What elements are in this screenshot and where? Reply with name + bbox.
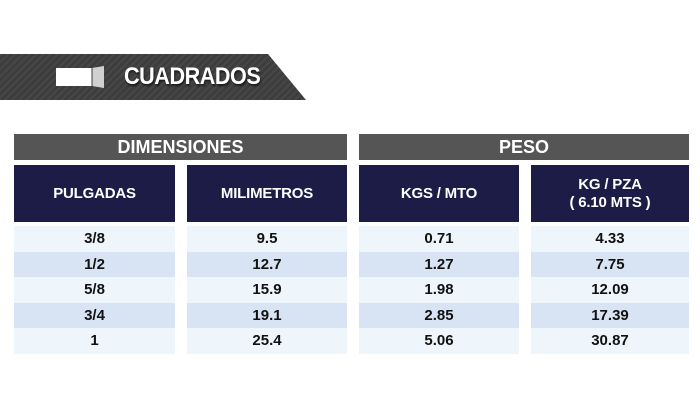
column-header-label: MILIMETROS bbox=[220, 184, 314, 202]
table-cell: 3/4 bbox=[14, 302, 175, 329]
column-kg-per-meter: 0.71 1.27 1.98 2.85 5.06 bbox=[359, 226, 519, 354]
column-header-label: PULGADAS bbox=[53, 184, 136, 202]
table-cell: 1/2 bbox=[14, 251, 175, 278]
square-bar-icon bbox=[56, 66, 104, 88]
table-cell: 30.87 bbox=[531, 328, 689, 354]
table-cell: 1.27 bbox=[359, 251, 519, 278]
table-cell: 0.71 bbox=[359, 226, 519, 252]
column-header-label: KGS / MTO bbox=[400, 184, 478, 202]
table-cell: 7.75 bbox=[531, 251, 689, 278]
table-cell: 3/8 bbox=[14, 226, 175, 252]
table-cell: 12.09 bbox=[531, 277, 689, 303]
table-cell: 5/8 bbox=[14, 277, 175, 303]
group-header-weight: PESO bbox=[359, 134, 689, 160]
column-inches: 3/8 1/2 5/8 3/4 1 bbox=[14, 226, 175, 354]
table-cell: 9.5 bbox=[187, 226, 347, 252]
column-header-label: KG / PZA bbox=[578, 175, 642, 193]
table-cell: 5.06 bbox=[359, 328, 519, 354]
column-header-sublabel: ( 6.10 MTS ) bbox=[569, 193, 651, 211]
table-cell: 25.4 bbox=[187, 328, 347, 354]
section-title: CUADRADOS bbox=[124, 63, 261, 90]
table-cell: 4.33 bbox=[531, 226, 689, 252]
table-cell: 1.98 bbox=[359, 277, 519, 303]
section-banner: CUADRADOS bbox=[0, 54, 306, 100]
table-cell: 12.7 bbox=[187, 251, 347, 278]
column-header-kg-per-piece: KG / PZA ( 6.10 MTS ) bbox=[531, 165, 689, 222]
group-header-dimensions: DIMENSIONES bbox=[14, 134, 347, 160]
column-header-inches: PULGADAS bbox=[14, 165, 175, 222]
table-cell: 17.39 bbox=[531, 302, 689, 329]
table-cell: 2.85 bbox=[359, 302, 519, 329]
table-cell: 19.1 bbox=[187, 302, 347, 329]
table-cell: 15.9 bbox=[187, 277, 347, 303]
table-cell: 1 bbox=[14, 328, 175, 354]
column-millimeters: 9.5 12.7 15.9 19.1 25.4 bbox=[187, 226, 347, 354]
column-kg-per-piece: 4.33 7.75 12.09 17.39 30.87 bbox=[531, 226, 689, 354]
column-header-millimeters: MILIMETROS bbox=[187, 165, 347, 222]
column-header-kg-per-meter: KGS / MTO bbox=[359, 165, 519, 222]
